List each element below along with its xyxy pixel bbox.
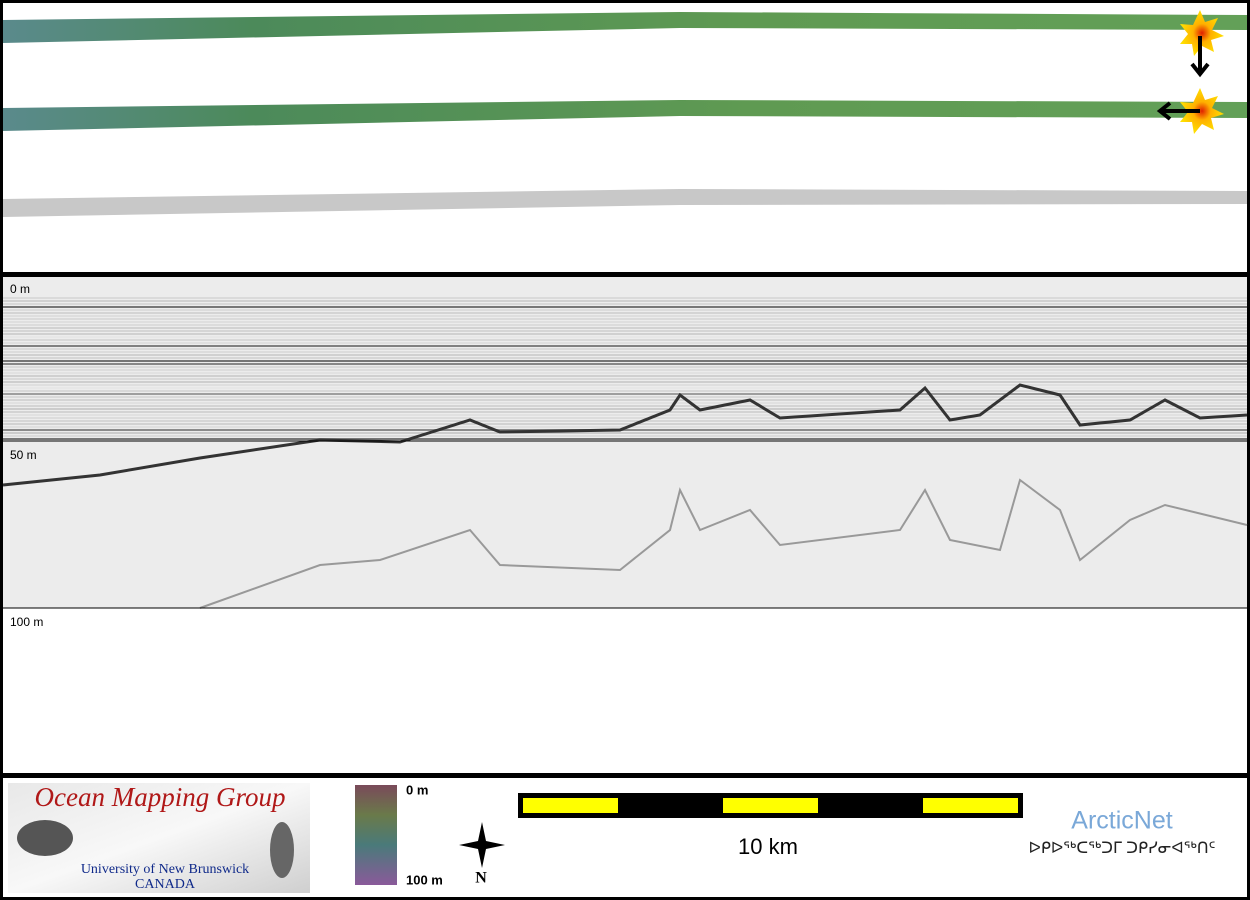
direction-arrow	[1156, 36, 1210, 121]
colorbar-label: 0 m	[406, 782, 428, 797]
colorbar	[355, 785, 397, 885]
swath-strip	[3, 189, 1247, 217]
logo-shape	[270, 822, 294, 878]
depth-label: 100 m	[10, 615, 43, 629]
partner-syllabics: ᐅᑭᐅᖅᑕᖅᑐᒥ ᑐᑭᓯᓂᐊᖅᑎᑦ	[1029, 840, 1216, 857]
swath-strip	[3, 100, 1247, 131]
depth-label: 0 m	[10, 282, 30, 296]
partner-logo: ArcticNet	[1071, 807, 1172, 835]
sun-icon	[1180, 10, 1224, 134]
profile-texture	[3, 297, 1247, 440]
logo-shape	[17, 820, 73, 856]
north-label: N	[475, 870, 487, 887]
colorbar-label: 100 m	[406, 872, 443, 887]
swath-strip	[3, 12, 1247, 43]
logo-text: CANADA	[135, 877, 196, 892]
scale-segment	[923, 798, 1018, 813]
separator	[0, 272, 1250, 277]
seafloor-trace	[2, 383, 1248, 487]
multiple-trace	[199, 478, 1248, 609]
scale-segment	[523, 798, 618, 813]
north-arrow	[459, 822, 505, 868]
logo-title: Ocean Mapping Group	[35, 782, 286, 812]
depth-label: 50 m	[10, 448, 37, 462]
scale-segment	[723, 798, 818, 813]
profile-background	[3, 277, 1247, 608]
separator	[0, 773, 1250, 778]
logo-text: University of New Brunswick	[81, 862, 249, 877]
scale-label: 10 km	[738, 834, 798, 859]
